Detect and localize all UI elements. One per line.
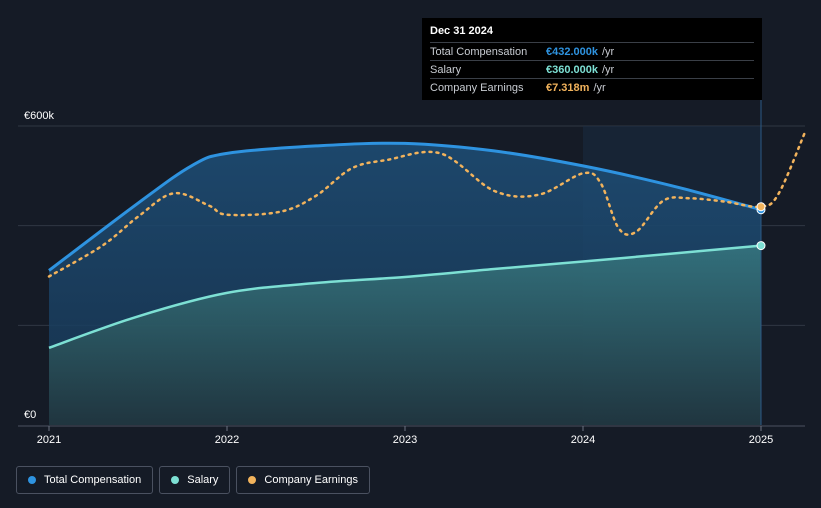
tooltip-unit: /yr xyxy=(593,81,606,94)
tooltip-label: Total Compensation xyxy=(430,45,528,58)
x-tick-label: 2025 xyxy=(749,434,773,446)
y-axis-min-label: €0 xyxy=(24,409,36,421)
tooltip-unit: /yr xyxy=(602,63,615,76)
tooltip-label: Salary xyxy=(430,63,462,76)
legend-item-company-earnings[interactable]: Company Earnings xyxy=(236,466,370,494)
tooltip-unit: /yr xyxy=(602,45,615,58)
legend-item-total-compensation[interactable]: Total Compensation xyxy=(16,466,154,494)
line-company-earnings xyxy=(47,129,807,278)
x-tick-label: 2023 xyxy=(393,434,417,446)
tooltip-value: €360.000k xyxy=(546,63,598,76)
legend-label: Salary xyxy=(187,474,219,486)
tooltip-date: Dec 31 2024 xyxy=(430,25,493,37)
x-tick-label: 2024 xyxy=(571,434,595,446)
legend-item-salary[interactable]: Salary xyxy=(159,466,231,494)
marker-salary xyxy=(756,241,766,251)
legend-label: Total Compensation xyxy=(44,474,142,486)
line-total-compensation xyxy=(48,141,762,272)
legend-dot-icon xyxy=(248,476,257,484)
tooltip-value: €432.000k xyxy=(546,45,598,58)
tooltip-value: €7.318m xyxy=(546,81,590,94)
compensation-chart: 2021 2022 2023 2024 2025 €600k €0 xyxy=(18,100,807,446)
area-salary xyxy=(49,245,761,425)
legend: Total Compensation Salary Company Earnin… xyxy=(16,466,370,494)
tooltip-row-total-compensation: Total Compensation €432.000k /yr xyxy=(430,42,754,60)
x-tick-label: 2021 xyxy=(37,434,61,446)
tooltip-row-company-earnings: Company Earnings €7.318m /yr xyxy=(430,78,754,96)
tooltip: Dec 31 2024 Total Compensation €432.000k… xyxy=(422,18,762,100)
legend-dot-icon xyxy=(28,476,36,484)
y-axis-max-label: €600k xyxy=(24,110,54,122)
tooltip-label: Company Earnings xyxy=(430,81,524,94)
tooltip-row-salary: Salary €360.000k /yr xyxy=(430,60,754,78)
legend-label: Company Earnings xyxy=(264,474,358,486)
line-salary xyxy=(48,244,762,349)
x-tick-label: 2022 xyxy=(215,434,239,446)
marker-company-earnings xyxy=(756,202,766,212)
legend-dot-icon xyxy=(171,476,180,484)
